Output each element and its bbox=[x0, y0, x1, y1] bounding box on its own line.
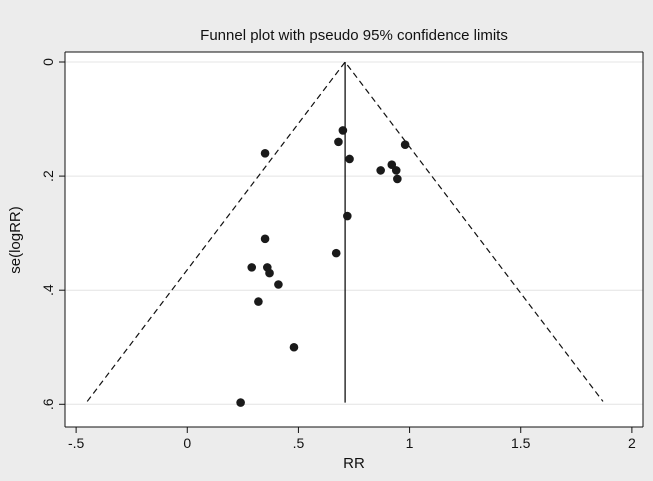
y-tick-label: 0 bbox=[40, 58, 56, 66]
y-axis-label: se(logRR) bbox=[7, 206, 24, 274]
x-tick-label: 0 bbox=[183, 435, 191, 451]
chart-title: Funnel plot with pseudo 95% confidence l… bbox=[200, 27, 508, 44]
funnel-limits bbox=[86, 61, 604, 402]
x-tick-label: 2 bbox=[628, 435, 636, 451]
data-point bbox=[236, 398, 245, 407]
data-point bbox=[345, 154, 354, 164]
y-tick-label: .6 bbox=[40, 398, 56, 410]
data-point bbox=[400, 140, 410, 150]
plot-area bbox=[65, 52, 643, 427]
data-point bbox=[391, 166, 401, 175]
x-tick-label: 1 bbox=[406, 435, 414, 451]
data-point bbox=[331, 248, 341, 258]
data-point bbox=[265, 268, 274, 278]
funnel-limit-line bbox=[86, 61, 604, 402]
data-point bbox=[254, 297, 263, 306]
data-point bbox=[393, 174, 402, 184]
y-tick-label: .4 bbox=[40, 284, 56, 296]
axes: -.5 0 .5 1 1.5 2 0 .2 .4 .6 bbox=[40, 51, 644, 451]
data-point bbox=[338, 126, 348, 135]
x-tick-label: 1.5 bbox=[511, 435, 531, 451]
data-point bbox=[274, 280, 283, 289]
data-point bbox=[343, 211, 352, 221]
x-tick-label: -.5 bbox=[68, 435, 85, 451]
data-point bbox=[247, 263, 257, 272]
data-point bbox=[334, 137, 343, 147]
data-point bbox=[289, 342, 299, 352]
y-tick-label: .2 bbox=[40, 170, 56, 182]
x-axis-label: RR bbox=[343, 455, 365, 472]
data-point bbox=[376, 166, 385, 175]
data-point bbox=[260, 234, 270, 244]
data-point bbox=[260, 148, 270, 158]
study-points bbox=[236, 126, 410, 407]
x-tick-label: .5 bbox=[293, 435, 305, 451]
gridlines bbox=[65, 61, 643, 405]
